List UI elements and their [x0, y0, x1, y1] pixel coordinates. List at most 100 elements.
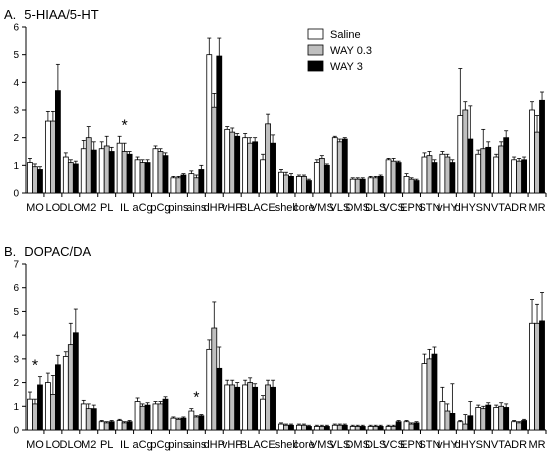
bar-way-03 — [85, 137, 92, 194]
x-tick-label: MR — [528, 439, 545, 451]
bar-saline — [170, 417, 177, 431]
bar-saline — [62, 356, 69, 431]
panel-title-1: B. DOPAC/DA — [4, 244, 92, 259]
bar-way-3 — [306, 426, 312, 431]
bar-way-3 — [323, 426, 330, 431]
x-tick-label: DMS — [345, 202, 369, 214]
x-tick-label: VMS — [310, 439, 334, 451]
bar-saline — [403, 175, 410, 194]
bar-way-3 — [359, 178, 366, 194]
bar-way-03 — [139, 405, 146, 431]
x-tick-label: core — [293, 202, 314, 214]
bar-way-03 — [534, 131, 540, 194]
y-tick-label: 7 — [13, 260, 19, 271]
bar-way-3 — [431, 162, 438, 194]
bar-way-03 — [67, 162, 74, 194]
bar-saline — [313, 426, 320, 431]
bar-way-3 — [90, 408, 97, 431]
x-tick-label: SN — [476, 439, 491, 451]
x-tick-label: LO — [46, 439, 61, 451]
bar-saline — [224, 384, 231, 431]
bar-way-3 — [270, 386, 276, 431]
bar-saline — [529, 109, 535, 194]
bar-way-03 — [498, 145, 505, 194]
x-tick-label: vHY — [437, 439, 458, 451]
bar-way-3 — [72, 163, 79, 194]
bar-way-03 — [354, 178, 361, 194]
bar-way-3 — [395, 162, 402, 194]
bar-saline — [331, 137, 338, 194]
bar-way-03 — [32, 403, 38, 431]
bar-way-3 — [216, 367, 223, 431]
x-tick-label: DLO — [60, 439, 83, 451]
bar-way-3 — [252, 141, 259, 194]
bar-way-3 — [539, 99, 545, 194]
x-tick-label: pCg — [150, 202, 170, 214]
bar-saline — [134, 401, 141, 431]
bar-way-3 — [377, 426, 384, 431]
bar-way-03 — [336, 141, 343, 194]
x-tick-label: STN — [418, 439, 440, 451]
bar-saline — [27, 398, 33, 431]
x-tick-label: IL — [120, 439, 129, 451]
y-tick-label: 2 — [13, 133, 19, 144]
bar-way-03 — [390, 160, 397, 194]
y-tick-label: 0 — [13, 426, 19, 437]
legend-swatch — [307, 44, 324, 56]
y-tick-label: 4 — [13, 78, 19, 89]
bar-way-3 — [449, 162, 456, 194]
bar-saline — [278, 171, 284, 194]
bar-way-03 — [283, 424, 289, 431]
bar-way-3 — [126, 421, 133, 431]
bar-way-3 — [144, 404, 151, 431]
bar-way-3 — [180, 174, 187, 194]
bar-way-3 — [180, 417, 187, 431]
significance-asterisk: * — [193, 390, 199, 407]
bar-saline — [188, 173, 195, 194]
legend-swatch — [307, 60, 324, 72]
bar-way-3 — [234, 386, 241, 431]
bar-way-03 — [444, 156, 451, 194]
bar-way-3 — [54, 90, 61, 194]
bar-way-03 — [444, 410, 451, 431]
x-tick-label: PL — [100, 439, 113, 451]
bar-way-3 — [503, 137, 510, 194]
x-tick-label: EPN — [400, 439, 423, 451]
x-tick-label: dHP — [204, 202, 225, 214]
bar-saline — [260, 398, 266, 431]
legend-swatch — [307, 28, 324, 40]
bar-way-3 — [252, 386, 259, 431]
bar-saline — [27, 162, 33, 194]
bar-saline — [475, 153, 482, 194]
bar-way-3 — [288, 175, 294, 194]
significance-asterisk: * — [122, 117, 128, 134]
bar-way-03 — [229, 131, 236, 194]
bar-saline — [278, 423, 284, 431]
x-tick-label: VCS — [382, 202, 405, 214]
y-tick-label: 6 — [13, 283, 19, 294]
bar-way-3 — [503, 407, 510, 431]
x-tick-label: VLS — [329, 202, 350, 214]
bar-saline — [457, 421, 464, 431]
bar-way-3 — [413, 422, 420, 431]
y-tick-label: 1 — [13, 402, 19, 413]
bar-way-03 — [498, 405, 505, 431]
bar-way-3 — [395, 421, 402, 431]
panel-title-0: A. 5-HIAA/5-HT — [4, 7, 99, 22]
bar-way-3 — [539, 320, 545, 431]
bar-way-3 — [108, 421, 115, 431]
bar-way-03 — [32, 166, 38, 194]
x-tick-label: vHP — [222, 202, 243, 214]
bar-way-3 — [37, 384, 43, 431]
bar-way-3 — [341, 424, 348, 431]
bar-way-03 — [49, 120, 56, 194]
bar-way-03 — [301, 424, 307, 431]
bar-saline — [98, 148, 105, 194]
bar-saline — [475, 407, 482, 431]
x-tick-label: DLO — [60, 202, 83, 214]
bar-way-03 — [408, 178, 415, 194]
legend-label: WAY 0.3 — [330, 45, 372, 57]
bar-saline — [296, 175, 302, 194]
y-tick-label: 6 — [13, 23, 19, 34]
